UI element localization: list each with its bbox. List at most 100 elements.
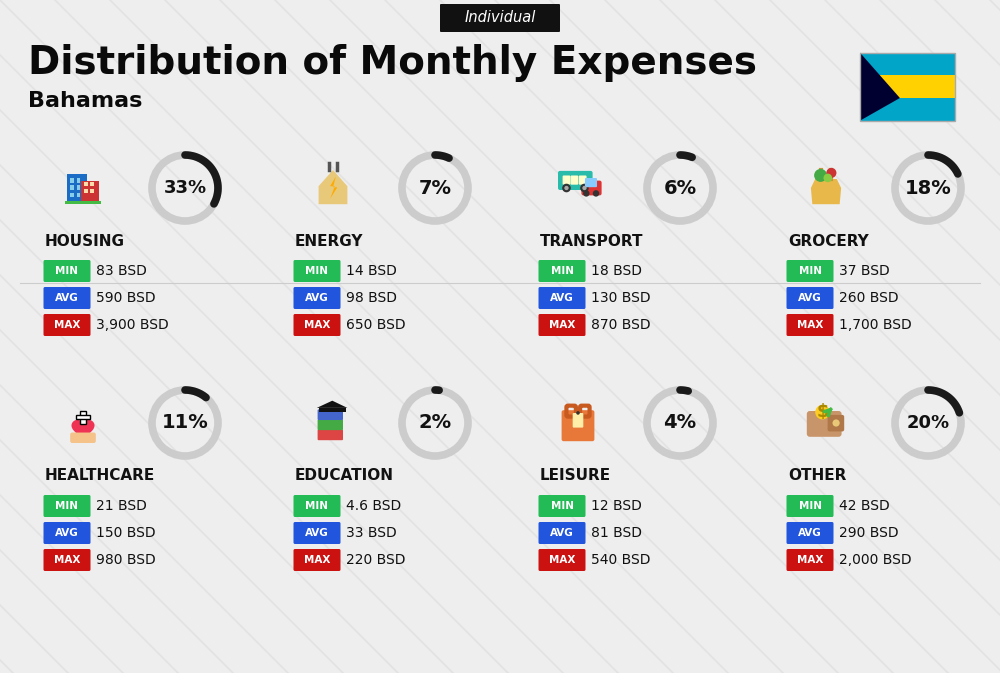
Text: 37 BSD: 37 BSD [839,264,890,278]
Circle shape [564,186,569,190]
Circle shape [583,190,590,197]
Circle shape [593,190,599,197]
Circle shape [815,405,830,419]
Text: 98 BSD: 98 BSD [346,291,397,305]
Circle shape [580,184,589,192]
FancyBboxPatch shape [579,176,587,184]
Text: MAX: MAX [304,555,330,565]
Text: AVG: AVG [305,528,329,538]
Text: 18 BSD: 18 BSD [591,264,642,278]
Text: 290 BSD: 290 BSD [839,526,899,540]
Text: MIN: MIN [550,266,574,276]
FancyBboxPatch shape [67,174,87,204]
FancyBboxPatch shape [70,178,74,182]
Text: MAX: MAX [549,320,575,330]
Text: ENERGY: ENERGY [295,234,364,248]
FancyBboxPatch shape [563,176,570,184]
Text: 14 BSD: 14 BSD [346,264,397,278]
FancyBboxPatch shape [90,182,94,186]
Text: AVG: AVG [798,528,822,538]
FancyBboxPatch shape [786,549,834,571]
FancyBboxPatch shape [77,186,80,190]
Text: EDUCATION: EDUCATION [295,468,394,483]
Text: 33 BSD: 33 BSD [346,526,397,540]
Text: MIN: MIN [306,266,328,276]
FancyBboxPatch shape [558,171,593,190]
FancyBboxPatch shape [585,178,597,187]
Text: AVG: AVG [798,293,822,303]
FancyBboxPatch shape [65,201,101,204]
Text: 3,900 BSD: 3,900 BSD [96,318,169,332]
Text: 21 BSD: 21 BSD [96,499,147,513]
Text: Distribution of Monthly Expenses: Distribution of Monthly Expenses [28,44,757,82]
FancyBboxPatch shape [44,549,90,571]
Text: AVG: AVG [550,293,574,303]
FancyBboxPatch shape [84,189,88,193]
Text: 2,000 BSD: 2,000 BSD [839,553,912,567]
Circle shape [826,168,836,178]
Text: 11%: 11% [162,413,208,433]
Text: LEISURE: LEISURE [540,468,611,483]
Text: 33%: 33% [163,179,207,197]
FancyBboxPatch shape [538,314,586,336]
FancyBboxPatch shape [571,176,578,184]
Text: OTHER: OTHER [788,468,846,483]
Text: Individual: Individual [464,11,536,26]
Text: MAX: MAX [797,320,823,330]
FancyBboxPatch shape [77,192,80,197]
Text: AVG: AVG [55,293,79,303]
Circle shape [823,174,832,182]
Circle shape [576,411,580,415]
Text: 20%: 20% [906,414,950,432]
FancyBboxPatch shape [786,314,834,336]
FancyBboxPatch shape [786,260,834,282]
FancyBboxPatch shape [44,260,90,282]
FancyBboxPatch shape [786,287,834,309]
Text: AVG: AVG [55,528,79,538]
Text: 18%: 18% [905,178,951,197]
FancyBboxPatch shape [786,495,834,517]
Text: MAX: MAX [54,555,80,565]
FancyBboxPatch shape [77,178,80,182]
FancyBboxPatch shape [70,192,74,197]
FancyBboxPatch shape [294,287,340,309]
Text: 220 BSD: 220 BSD [346,553,406,567]
FancyBboxPatch shape [90,189,94,193]
Text: 81 BSD: 81 BSD [591,526,642,540]
Text: 12 BSD: 12 BSD [591,499,642,513]
Text: MAX: MAX [797,555,823,565]
FancyBboxPatch shape [44,495,90,517]
Text: 7%: 7% [418,178,452,197]
Text: MIN: MIN [798,266,822,276]
Polygon shape [71,420,95,441]
FancyBboxPatch shape [294,314,340,336]
FancyBboxPatch shape [440,4,560,32]
Text: MAX: MAX [54,320,80,330]
FancyBboxPatch shape [294,549,340,571]
FancyBboxPatch shape [70,433,96,443]
FancyBboxPatch shape [860,75,955,98]
Text: MIN: MIN [306,501,328,511]
Polygon shape [330,176,337,199]
Circle shape [582,186,587,190]
FancyBboxPatch shape [318,419,343,430]
FancyBboxPatch shape [318,409,343,420]
FancyBboxPatch shape [538,495,586,517]
Polygon shape [860,52,900,120]
FancyBboxPatch shape [81,181,99,204]
Text: AVG: AVG [550,528,574,538]
Circle shape [562,184,571,192]
Text: 980 BSD: 980 BSD [96,553,156,567]
Polygon shape [319,408,346,412]
Circle shape [832,419,840,427]
FancyBboxPatch shape [828,415,844,431]
FancyBboxPatch shape [573,413,583,427]
FancyBboxPatch shape [538,522,586,544]
FancyBboxPatch shape [294,522,340,544]
Polygon shape [319,170,347,204]
FancyBboxPatch shape [786,522,834,544]
Text: 83 BSD: 83 BSD [96,264,147,278]
Text: 4.6 BSD: 4.6 BSD [346,499,401,513]
Text: HOUSING: HOUSING [45,234,125,248]
Text: MAX: MAX [549,555,575,565]
